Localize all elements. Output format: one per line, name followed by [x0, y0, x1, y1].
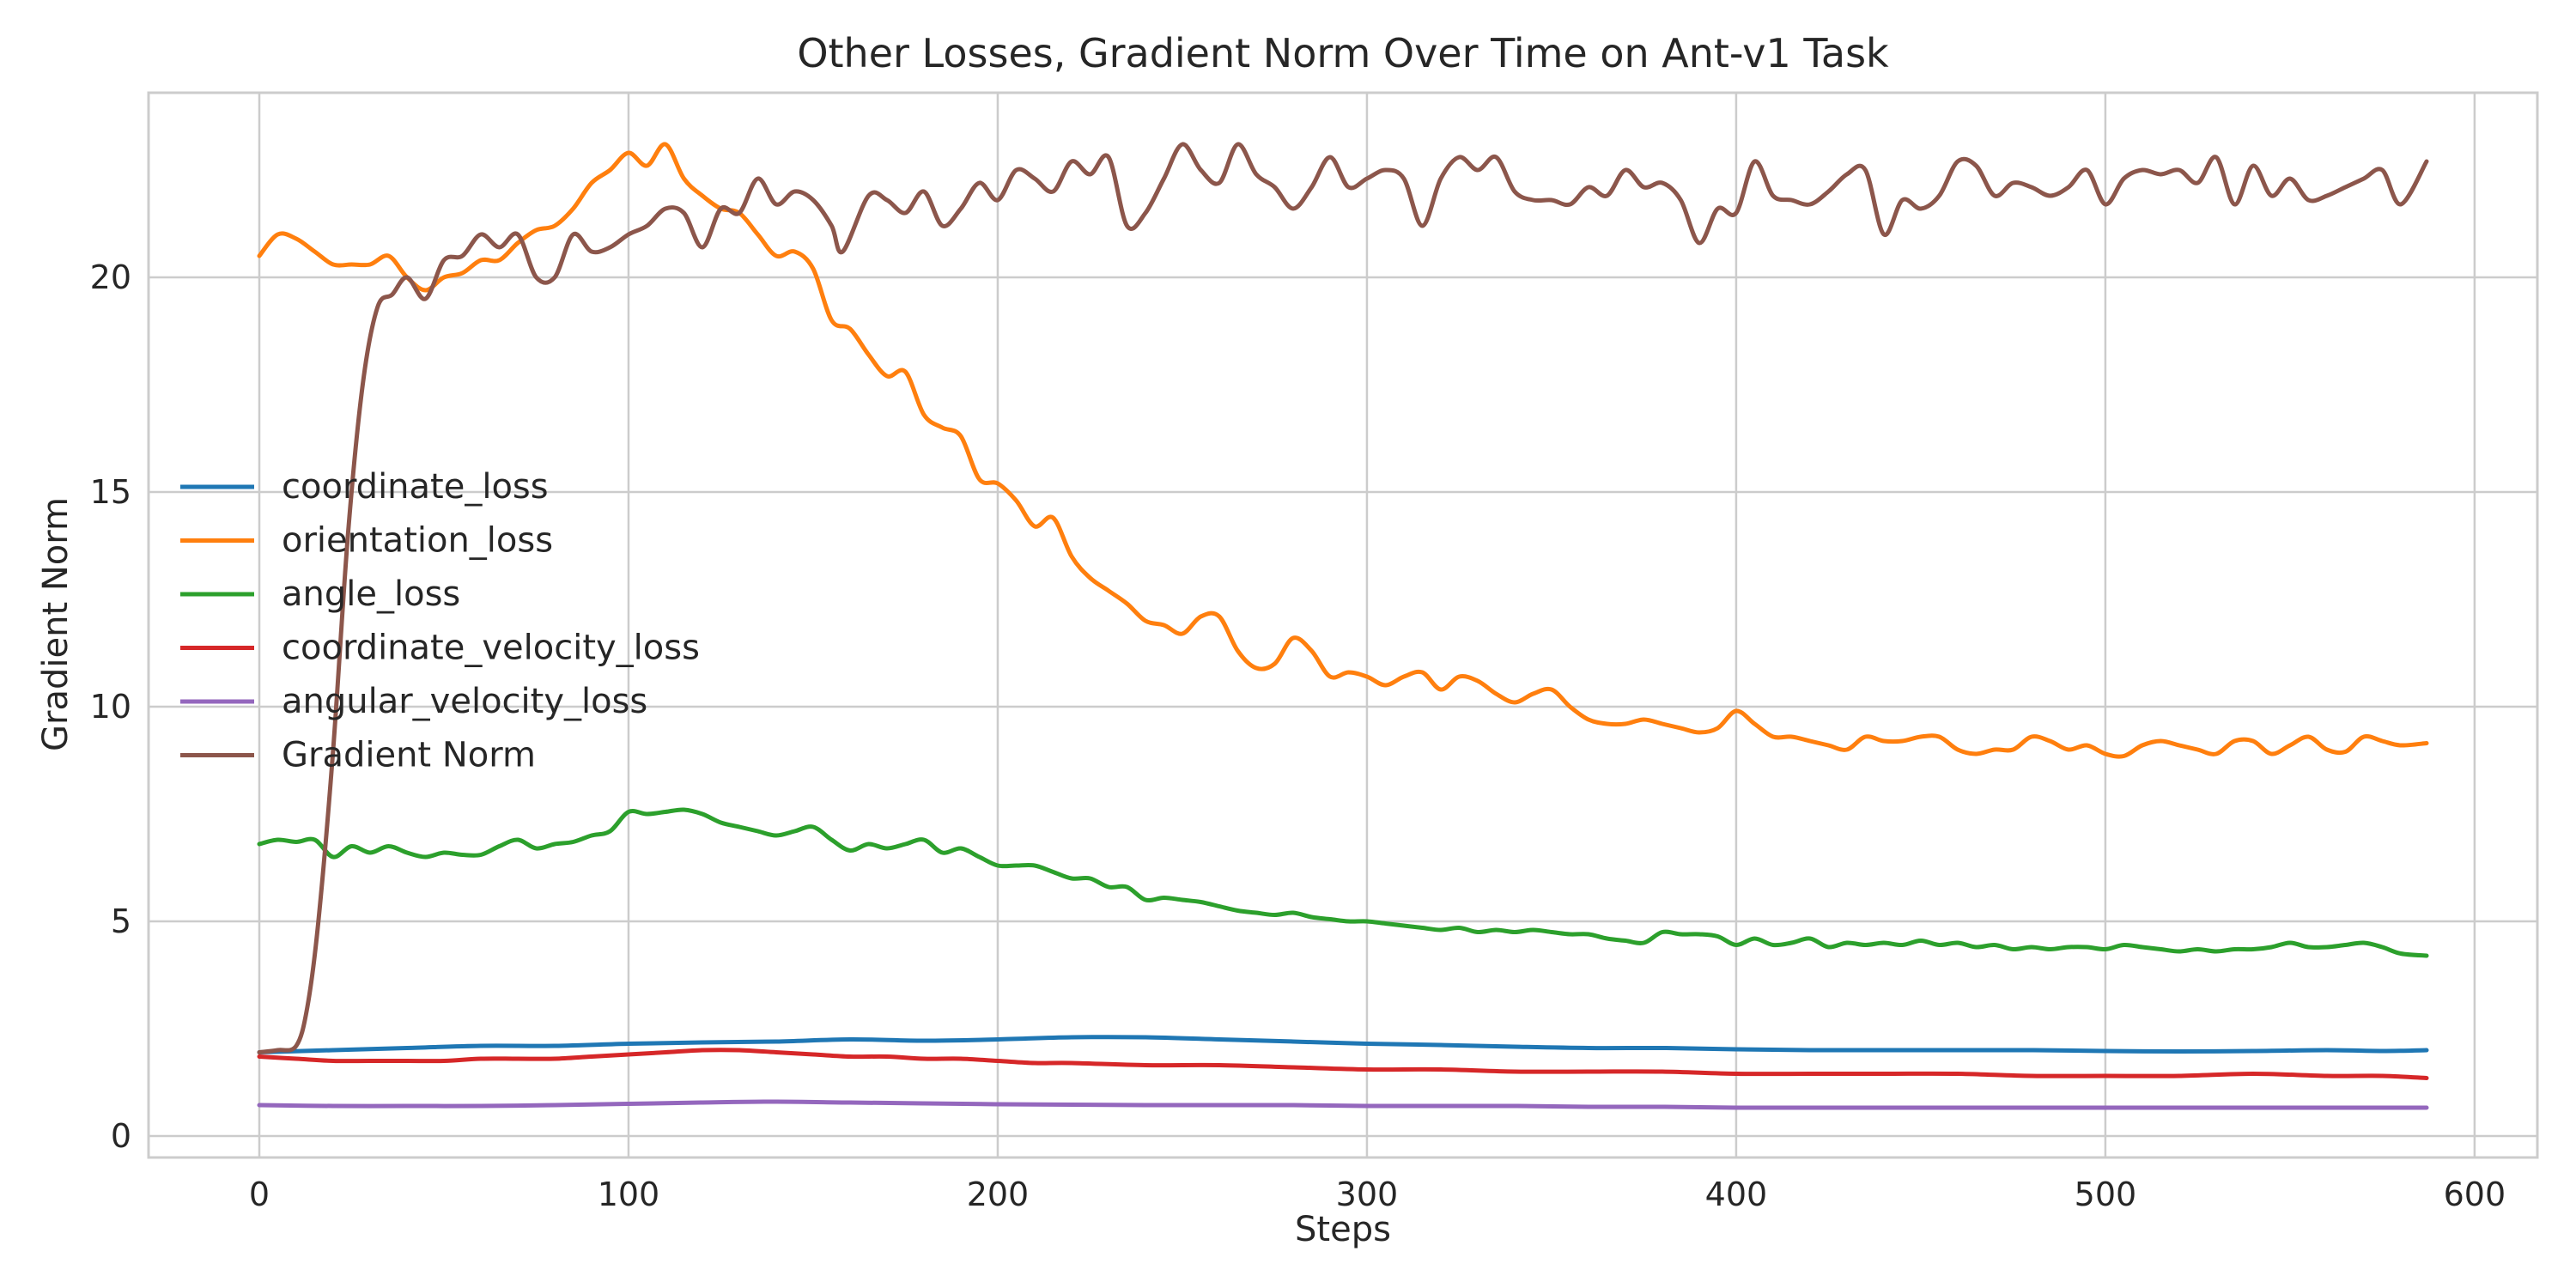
legend-label-angle-loss: angle_loss — [282, 574, 460, 614]
y-tick-label: 5 — [111, 902, 131, 940]
y-tick-label: 20 — [90, 258, 131, 296]
series-line-angular-velocity-loss — [257, 1099, 2429, 1110]
y-tick-label: 15 — [90, 473, 131, 511]
legend-label-coordinate-loss: coordinate_loss — [282, 467, 549, 507]
x-axis-label: Steps — [1295, 1210, 1391, 1249]
tick-labels: 0 100 200 300 400 500 600 0 5 10 15 20 — [90, 258, 2506, 1213]
x-tick-label: 100 — [598, 1176, 660, 1213]
legend: coordinate_loss orientation_loss angle_los… — [180, 467, 700, 775]
legend-label-orientation-loss: orientation_loss — [282, 521, 553, 561]
legend-label-gradient-norm: Gradient Norm — [282, 736, 536, 775]
series-line-coordinate-loss — [257, 1035, 2429, 1054]
x-tick-label: 300 — [1336, 1176, 1399, 1213]
series-line-gradient-norm — [257, 142, 2429, 1054]
plot-frame — [147, 91, 2539, 1159]
chart-title: Other Losses, Gradient Norm Over Time on… — [797, 30, 1889, 76]
x-tick-label: 400 — [1705, 1176, 1768, 1213]
legend-label-angular-velocity-loss: angular_velocity_loss — [282, 682, 647, 721]
x-tick-label: 600 — [2444, 1176, 2506, 1213]
x-tick-label: 200 — [967, 1176, 1030, 1213]
series-lines — [257, 142, 2429, 1110]
x-tick-label: 500 — [2075, 1176, 2137, 1213]
series-line-coordinate-velocity-loss — [257, 1048, 2429, 1080]
legend-label-coordinate-velocity-loss: coordinate_velocity_loss — [282, 629, 700, 668]
series-line-angle-loss — [257, 807, 2429, 958]
x-tick-label: 0 — [249, 1176, 270, 1213]
y-axis-label: Gradient Norm — [36, 497, 76, 751]
y-tick-label: 0 — [111, 1117, 131, 1155]
series-line-orientation-loss — [257, 142, 2429, 759]
y-tick-label: 10 — [90, 688, 131, 726]
